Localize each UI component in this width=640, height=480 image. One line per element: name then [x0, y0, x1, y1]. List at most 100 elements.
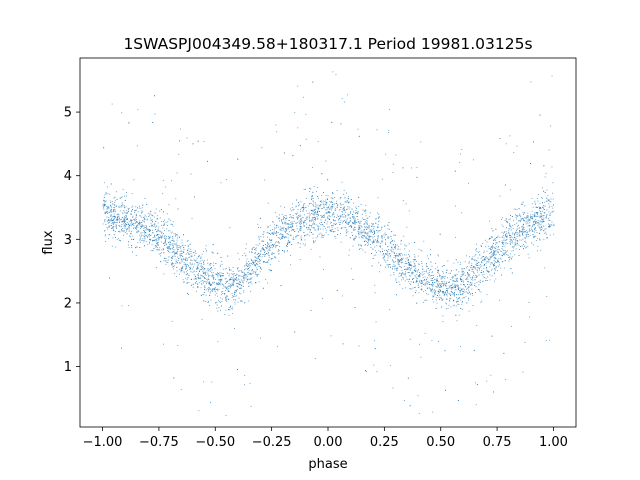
data-point — [268, 249, 270, 251]
data-point — [174, 253, 176, 255]
data-point — [355, 213, 357, 215]
data-point — [443, 283, 445, 285]
data-point — [495, 246, 497, 247]
data-point — [347, 221, 349, 223]
data-point — [275, 124, 277, 126]
data-point — [231, 276, 233, 278]
data-point — [522, 218, 524, 220]
data-point — [210, 270, 212, 272]
data-point — [502, 255, 503, 257]
data-point — [277, 226, 279, 228]
data-point — [317, 210, 319, 212]
data-point — [372, 232, 373, 233]
data-point — [404, 244, 406, 246]
data-point — [336, 289, 338, 291]
data-point — [228, 306, 230, 308]
data-point — [512, 225, 513, 227]
data-point — [368, 227, 370, 229]
data-point — [134, 222, 136, 224]
data-point — [139, 223, 141, 225]
data-point — [443, 283, 444, 285]
data-point — [259, 260, 261, 262]
data-point — [279, 237, 281, 239]
data-point — [523, 244, 524, 245]
data-point — [212, 244, 214, 246]
data-point — [328, 208, 330, 210]
data-point — [362, 249, 364, 251]
data-point — [252, 271, 254, 273]
data-point — [116, 219, 118, 221]
data-point — [381, 237, 383, 238]
data-point — [168, 256, 170, 258]
data-point — [448, 287, 450, 289]
data-point — [250, 278, 252, 280]
data-point — [389, 256, 391, 258]
data-point — [183, 248, 185, 250]
data-point — [290, 255, 292, 256]
data-point — [227, 298, 229, 300]
data-point — [172, 224, 173, 225]
data-point — [234, 280, 235, 282]
data-point — [358, 228, 360, 230]
data-point — [461, 212, 463, 214]
data-point — [432, 296, 434, 298]
data-point — [317, 211, 318, 213]
data-point — [212, 272, 214, 274]
data-point — [330, 230, 332, 231]
data-point — [181, 242, 183, 244]
data-point — [161, 232, 163, 234]
data-point — [434, 294, 436, 296]
data-point — [312, 233, 314, 235]
data-point — [453, 276, 454, 278]
data-point — [486, 250, 488, 252]
data-point — [218, 272, 220, 274]
data-point — [410, 261, 412, 263]
data-point — [526, 236, 528, 238]
data-point — [508, 260, 510, 262]
data-point — [386, 264, 388, 266]
data-point — [408, 267, 410, 269]
data-point — [495, 248, 497, 250]
data-point — [303, 208, 305, 210]
data-point — [497, 251, 499, 253]
data-point — [181, 259, 183, 261]
data-point — [411, 265, 413, 267]
data-point — [299, 226, 301, 227]
data-point — [152, 221, 153, 223]
data-point — [174, 273, 175, 275]
data-point — [239, 281, 240, 283]
data-point — [437, 272, 438, 273]
data-point — [481, 245, 482, 247]
data-point — [222, 268, 224, 270]
data-point — [416, 270, 418, 272]
data-point — [211, 291, 213, 292]
data-point — [515, 240, 517, 242]
data-point — [446, 288, 448, 290]
data-point — [228, 309, 229, 310]
data-point — [297, 217, 299, 219]
data-point — [171, 231, 173, 233]
data-point — [104, 213, 106, 215]
data-point — [505, 251, 507, 253]
data-point — [453, 294, 455, 296]
data-point — [475, 286, 477, 288]
data-point — [533, 141, 534, 143]
data-point — [425, 290, 426, 291]
data-point — [235, 292, 237, 294]
data-point — [540, 249, 542, 251]
data-point — [478, 289, 480, 290]
data-point — [377, 239, 378, 241]
data-point — [364, 223, 366, 225]
data-point — [281, 230, 283, 232]
data-point — [109, 277, 110, 279]
data-point — [339, 222, 341, 223]
data-point — [406, 269, 407, 271]
data-point — [149, 211, 151, 213]
data-point — [318, 208, 319, 210]
data-point — [119, 197, 121, 199]
data-point — [195, 278, 197, 280]
data-point — [505, 218, 507, 220]
data-point — [498, 261, 499, 262]
data-point — [426, 265, 427, 267]
data-point — [455, 314, 457, 316]
